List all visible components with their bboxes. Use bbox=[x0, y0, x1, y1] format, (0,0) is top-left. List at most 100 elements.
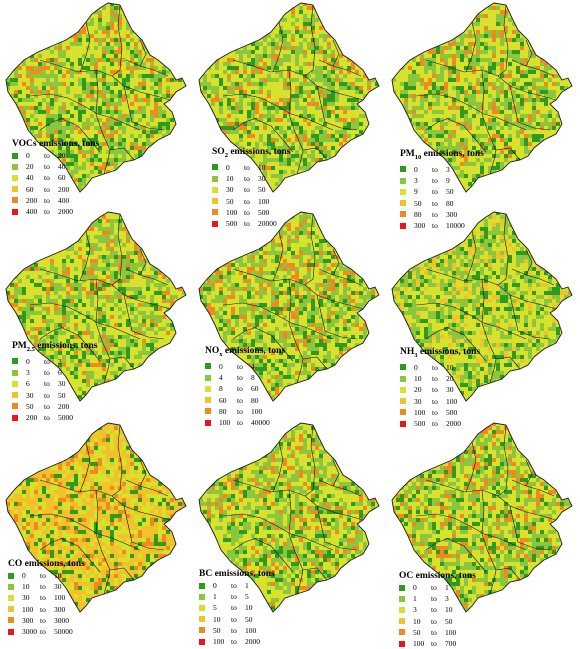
range-high: 10 bbox=[258, 162, 266, 173]
range-high: 100 bbox=[54, 592, 65, 603]
legend-swatch bbox=[12, 197, 18, 203]
range-low: 100 bbox=[213, 636, 231, 647]
legend-swatch bbox=[399, 607, 405, 613]
range-high: 3 bbox=[445, 593, 449, 604]
range-low: 50 bbox=[226, 196, 244, 207]
legend-swatch bbox=[199, 594, 205, 600]
range-high: 80 bbox=[251, 395, 259, 406]
range-high: 100 bbox=[245, 625, 256, 636]
range-high: 30 bbox=[58, 378, 66, 389]
legend-swatch bbox=[8, 629, 14, 635]
legend-swatch bbox=[12, 392, 18, 398]
legend-swatch bbox=[400, 166, 406, 172]
range-low: 300 bbox=[22, 615, 40, 626]
legend-swatch bbox=[199, 583, 205, 589]
range-low: 0 bbox=[226, 162, 244, 173]
range-high: 50 bbox=[58, 390, 66, 401]
range-low: 30 bbox=[414, 396, 432, 407]
range-high: 100 bbox=[251, 406, 262, 417]
range-low: 0 bbox=[26, 150, 44, 161]
legend-title: OC emissions, tons bbox=[399, 570, 476, 582]
range-to: to bbox=[44, 378, 58, 389]
legend-swatch bbox=[12, 403, 18, 409]
legend-title: PM10 emissions, tons bbox=[400, 148, 484, 164]
legend-swatch bbox=[212, 164, 218, 170]
range-high: 60 bbox=[58, 172, 66, 183]
range-high: 50 bbox=[245, 614, 253, 625]
range-to: to bbox=[44, 356, 58, 367]
range-low: 6 bbox=[26, 378, 44, 389]
range-to: to bbox=[244, 196, 258, 207]
range-low: 0 bbox=[22, 570, 40, 581]
range-to: to bbox=[244, 184, 258, 195]
range-low: 40 bbox=[26, 172, 44, 183]
range-low: 50 bbox=[413, 627, 431, 638]
range-high: 400 bbox=[58, 195, 69, 206]
range-to: to bbox=[431, 604, 445, 615]
range-high: 1 bbox=[245, 580, 249, 591]
legend-swatch bbox=[212, 198, 218, 204]
legend-swatch bbox=[8, 573, 14, 579]
legend-swatch bbox=[399, 641, 405, 647]
range-to: to bbox=[231, 580, 245, 591]
range-to: to bbox=[44, 195, 58, 206]
range-high: 50000 bbox=[54, 626, 73, 637]
legend-swatch bbox=[205, 363, 211, 369]
range-low: 1 bbox=[213, 591, 231, 602]
legend-swatch bbox=[400, 178, 406, 184]
range-to: to bbox=[44, 184, 58, 195]
range-to: to bbox=[432, 396, 446, 407]
range-to: to bbox=[44, 150, 58, 161]
range-high: 10 bbox=[54, 570, 62, 581]
range-high: 30 bbox=[446, 384, 454, 395]
range-low: 10 bbox=[22, 581, 40, 592]
range-high: 4 bbox=[251, 361, 255, 372]
range-to: to bbox=[231, 636, 245, 647]
range-high: 5 bbox=[245, 591, 249, 602]
range-to: to bbox=[237, 406, 251, 417]
range-to: to bbox=[431, 582, 445, 593]
range-to: to bbox=[44, 367, 58, 378]
legend-swatch bbox=[205, 408, 211, 414]
range-to: to bbox=[231, 591, 245, 602]
legend-swatch bbox=[399, 596, 405, 602]
legend-swatch bbox=[400, 189, 406, 195]
range-to: to bbox=[432, 362, 446, 373]
range-low: 10 bbox=[413, 616, 431, 627]
range-high: 3 bbox=[58, 356, 62, 367]
range-low: 10 bbox=[213, 614, 231, 625]
range-low: 200 bbox=[26, 195, 44, 206]
range-high: 10 bbox=[245, 602, 253, 613]
legend-title: BC emissions, tons bbox=[199, 568, 275, 580]
range-low: 0 bbox=[219, 361, 237, 372]
legend-swatch bbox=[12, 370, 18, 376]
legend-swatch bbox=[400, 200, 406, 206]
range-low: 0 bbox=[414, 362, 432, 373]
legend-swatch bbox=[12, 358, 18, 364]
range-to: to bbox=[432, 175, 446, 186]
legend-swatch bbox=[400, 364, 406, 370]
legend-swatch bbox=[399, 585, 405, 591]
